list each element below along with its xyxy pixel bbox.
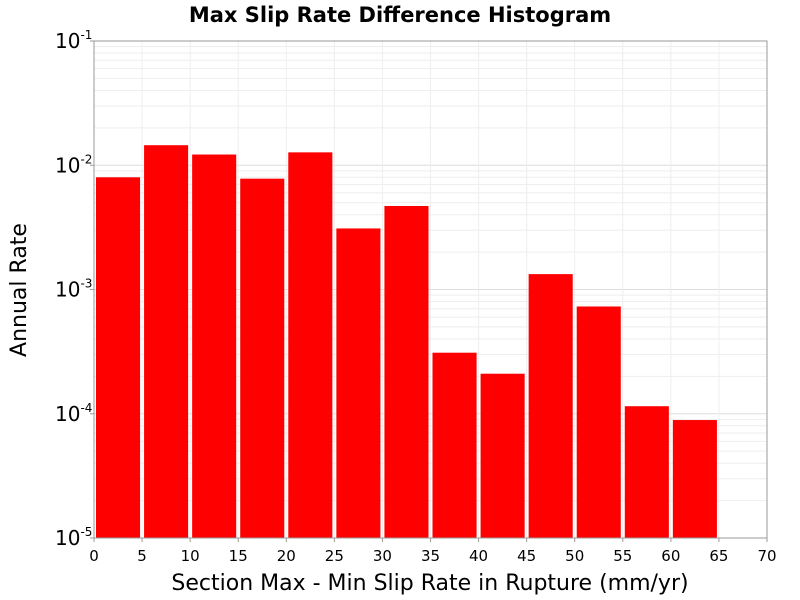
histogram-bar: [240, 178, 285, 539]
x-tick-label: 5: [137, 547, 147, 565]
x-tick-label: 25: [325, 547, 344, 565]
x-tick-label: 65: [709, 547, 728, 565]
x-tick-label: 20: [277, 547, 296, 565]
y-axis-ticks: 10-1 10-2 10-3 10-4 10-5: [55, 28, 94, 550]
y-tick-label: 10-3: [55, 277, 92, 302]
x-tick-label: 50: [565, 547, 584, 565]
chart-title: Max Slip Rate Difference Histogram: [189, 3, 611, 27]
histogram-bar: [624, 406, 669, 538]
x-tick-label: 45: [517, 547, 536, 565]
x-tick-label: 0: [89, 547, 99, 565]
x-axis-label: Section Max - Min Slip Rate in Rupture (…: [171, 571, 688, 596]
histogram-bar: [288, 152, 333, 538]
histogram-bar: [576, 306, 621, 538]
histogram-bar: [528, 274, 573, 538]
histogram-bar: [384, 205, 429, 539]
x-tick-label: 10: [181, 547, 200, 565]
histogram-bar: [144, 145, 189, 539]
histogram-bar: [96, 177, 141, 538]
x-tick-label: 55: [613, 547, 632, 565]
histogram-bar: [672, 420, 717, 538]
x-tick-label: 40: [469, 547, 488, 565]
histogram-bar: [336, 228, 381, 538]
x-tick-label: 35: [421, 547, 440, 565]
x-tick-label: 60: [661, 547, 680, 565]
x-tick-label: 30: [373, 547, 392, 565]
histogram-bar: [432, 352, 477, 538]
histogram-bar: [480, 373, 525, 538]
y-tick-label: 10-2: [55, 152, 92, 177]
x-tick-label: 15: [229, 547, 248, 565]
bars-group: [96, 145, 717, 539]
histogram-bar: [192, 154, 237, 539]
y-tick-label: 10-4: [55, 401, 92, 426]
y-tick-label: 10-1: [55, 28, 92, 53]
y-axis-label: Annual Rate: [7, 223, 32, 357]
x-axis-ticks: 0 5 10 15 20 25 30 35 40 45 50 55 60 65 70: [89, 538, 777, 565]
x-tick-label: 70: [757, 547, 776, 565]
y-tick-label: 10-5: [55, 525, 92, 550]
